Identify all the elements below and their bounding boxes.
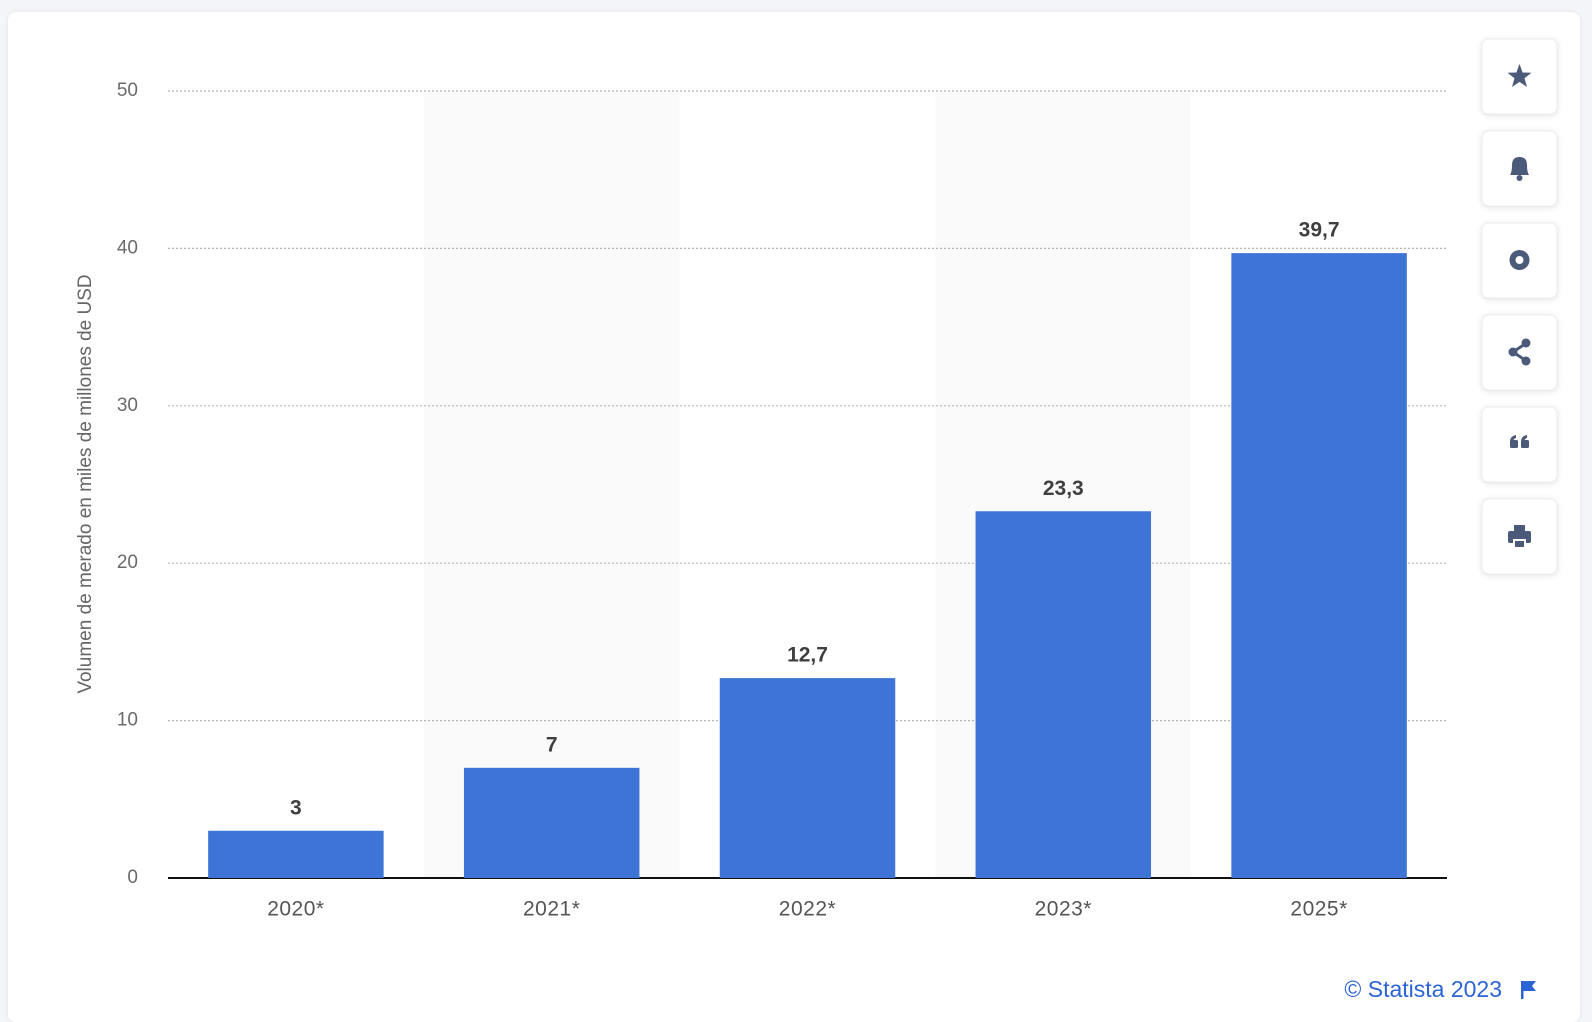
- value-label: 23,3: [1043, 477, 1084, 500]
- band-shade: [423, 91, 680, 878]
- y-tick-label: 20: [117, 552, 138, 573]
- notification-button[interactable]: [1481, 130, 1558, 207]
- y-tick-label: 50: [117, 80, 138, 101]
- plot: 0 10 20 30 40 50 2020* 3 2021* 7 2022* 12,7 2023* 23,…: [117, 80, 1447, 921]
- x-tick-label: 2023*: [1035, 898, 1092, 921]
- x-tick-label: 2021*: [523, 898, 580, 921]
- y-axis-label: Volumen de merado en miles de millones d…: [75, 274, 96, 693]
- y-tick-label: 30: [117, 395, 138, 416]
- cite-button[interactable]: [1481, 406, 1558, 483]
- value-label: 39,7: [1299, 219, 1340, 242]
- value-label: 7: [546, 733, 558, 756]
- flag-icon[interactable]: [1521, 981, 1536, 999]
- favorite-button[interactable]: [1481, 38, 1558, 115]
- share-button[interactable]: [1481, 314, 1558, 391]
- bar: [719, 678, 896, 878]
- credit[interactable]: © Statista 2023: [1344, 976, 1502, 1002]
- x-tick-label: 2020*: [267, 898, 324, 921]
- value-label: 3: [290, 796, 302, 819]
- print-button[interactable]: [1481, 498, 1558, 575]
- value-label: 12,7: [787, 644, 828, 667]
- y-tick-label: 0: [127, 867, 138, 888]
- y-tick-label: 40: [117, 237, 138, 258]
- y-tick-label: 10: [117, 710, 138, 731]
- x-tick-label: 2025*: [1290, 898, 1347, 921]
- toolbar: [1481, 38, 1558, 575]
- x-tick-label: 2022*: [779, 898, 836, 921]
- bar: [208, 830, 384, 878]
- bar: [975, 511, 1152, 878]
- settings-button[interactable]: [1481, 222, 1558, 299]
- bar: [463, 767, 640, 878]
- bar: [1231, 253, 1407, 878]
